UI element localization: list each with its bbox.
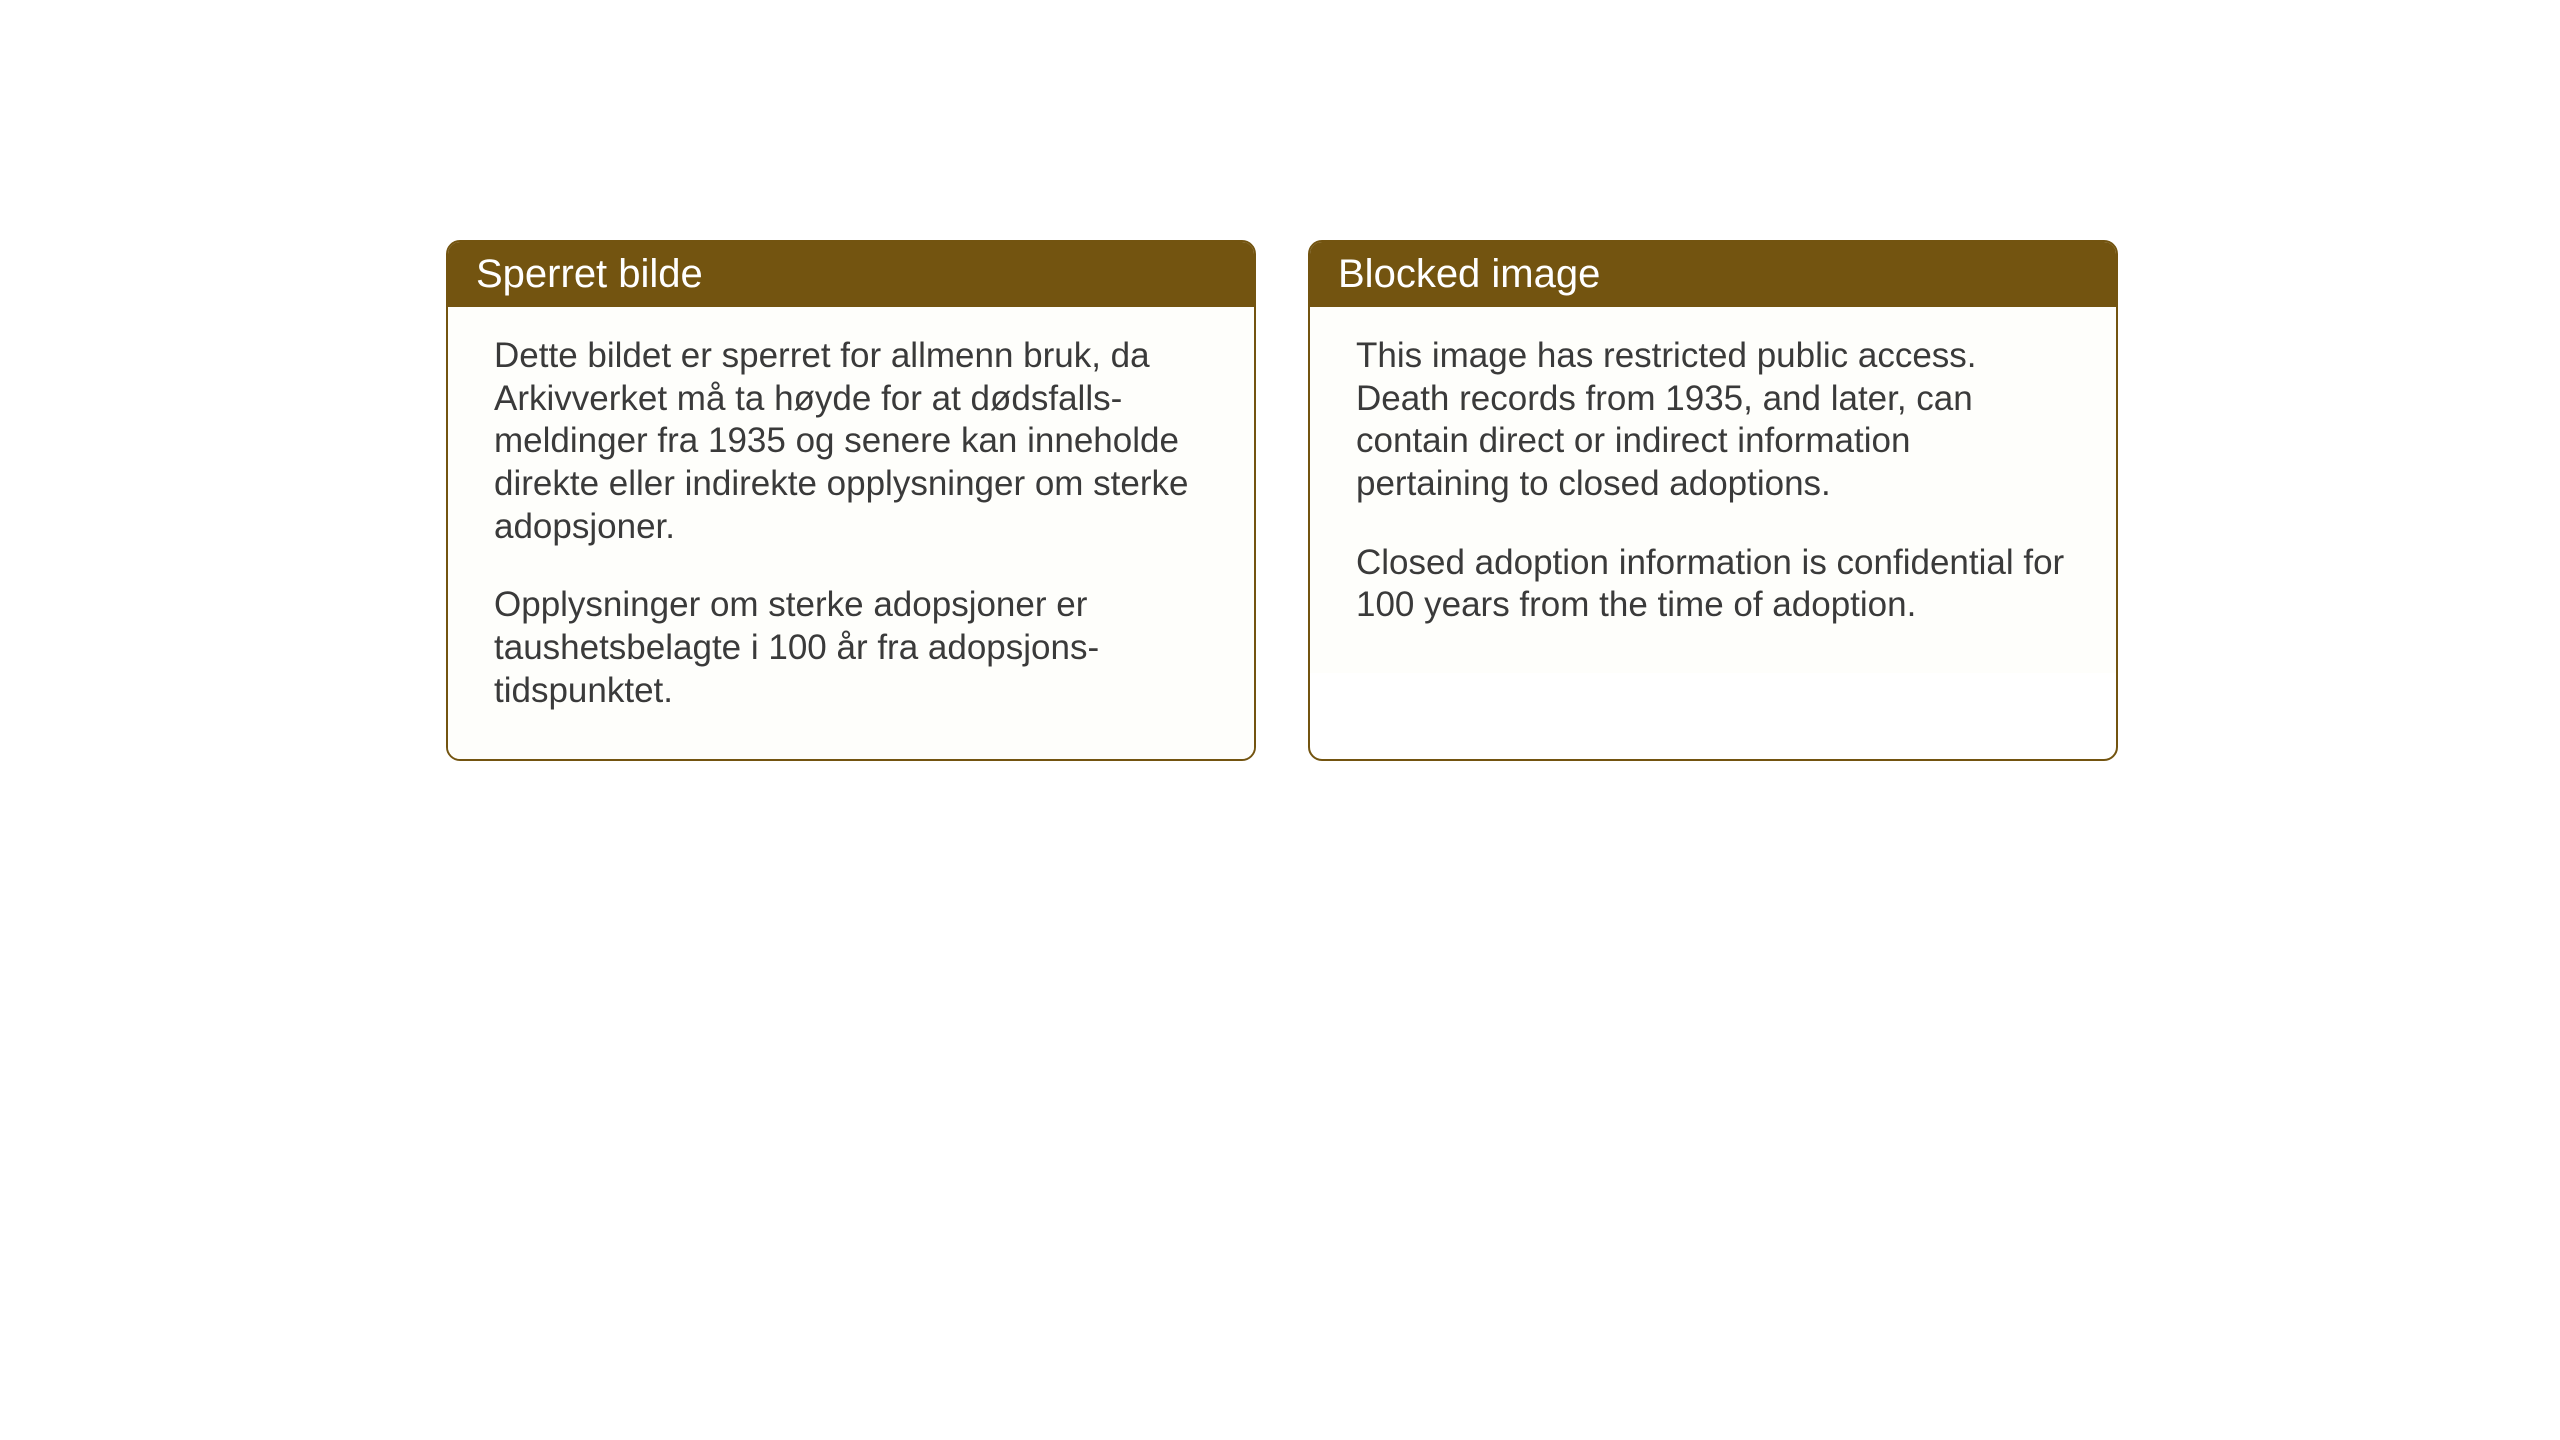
norwegian-card-body: Dette bildet er sperret for allmenn bruk… xyxy=(448,307,1254,759)
english-card-header: Blocked image xyxy=(1310,242,2116,307)
notice-container: Sperret bilde Dette bildet er sperret fo… xyxy=(446,240,2118,761)
norwegian-card-header: Sperret bilde xyxy=(448,242,1254,307)
english-card-body: This image has restricted public access.… xyxy=(1310,307,2116,673)
english-paragraph-1: This image has restricted public access.… xyxy=(1356,335,2070,506)
english-paragraph-2: Closed adoption information is confident… xyxy=(1356,542,2070,627)
english-notice-card: Blocked image This image has restricted … xyxy=(1308,240,2118,761)
norwegian-paragraph-1: Dette bildet er sperret for allmenn bruk… xyxy=(494,335,1208,548)
english-header-title: Blocked image xyxy=(1338,252,1600,296)
norwegian-paragraph-2: Opplysninger om sterke adopsjoner er tau… xyxy=(494,584,1208,712)
norwegian-notice-card: Sperret bilde Dette bildet er sperret fo… xyxy=(446,240,1256,761)
norwegian-header-title: Sperret bilde xyxy=(476,252,703,296)
